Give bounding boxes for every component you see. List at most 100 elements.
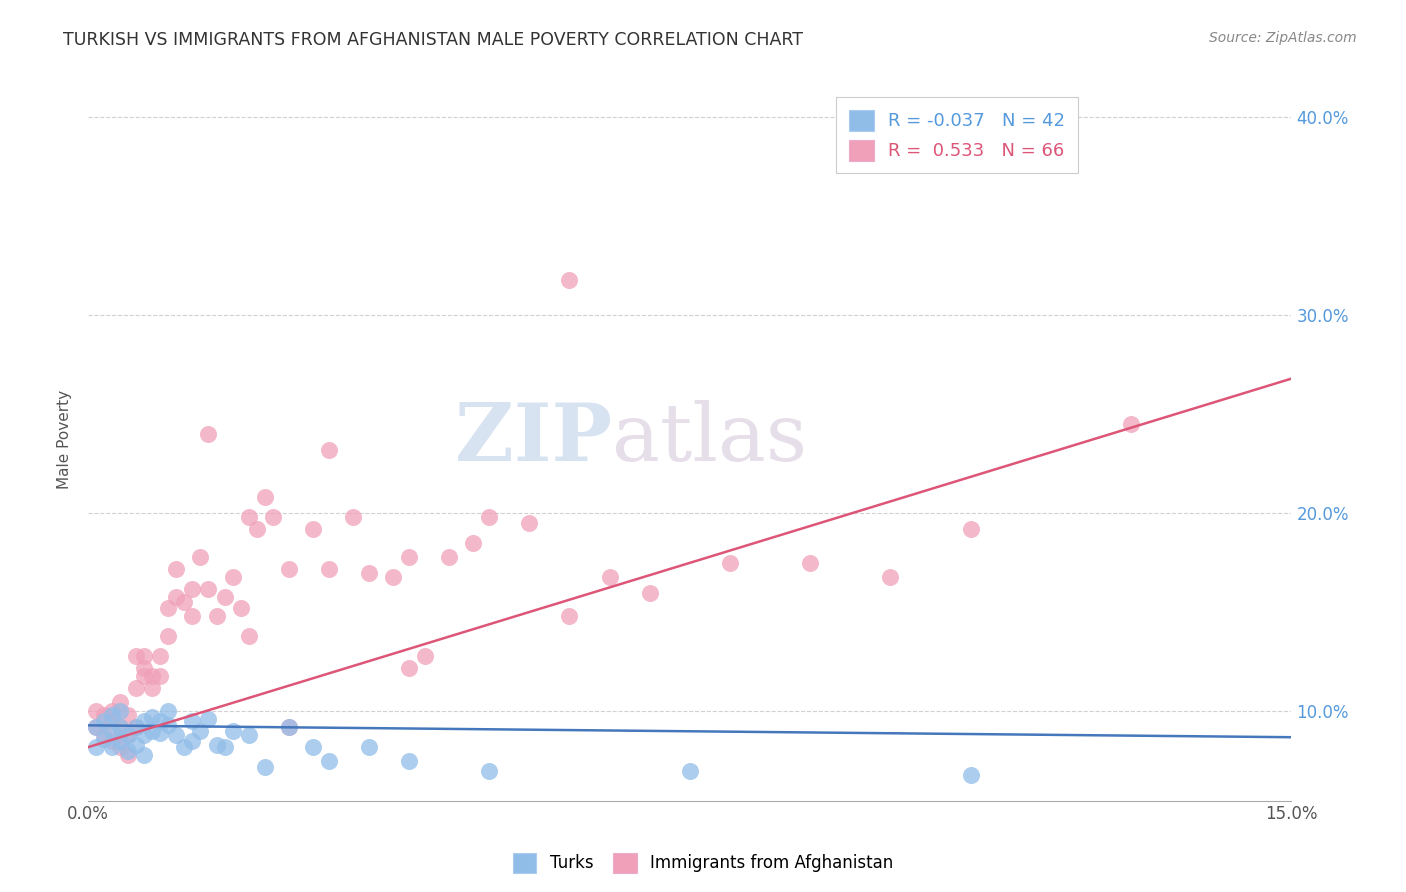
Point	[134, 669, 156, 683]
Legend: R = -0.037   N = 42, R =  0.533   N = 66: R = -0.037 N = 42, R = 0.533 N = 66	[837, 97, 1078, 173]
Point	[437, 549, 460, 564]
Point	[478, 764, 501, 778]
Point	[125, 648, 148, 663]
Point	[318, 562, 340, 576]
Point	[173, 595, 195, 609]
Point	[117, 708, 139, 723]
Point	[149, 669, 172, 683]
Point	[141, 681, 163, 695]
Point	[110, 720, 132, 734]
Point	[157, 629, 180, 643]
Point	[101, 724, 124, 739]
Point	[141, 724, 163, 739]
Point	[157, 601, 180, 615]
Point	[84, 720, 107, 734]
Point	[134, 728, 156, 742]
Point	[558, 609, 581, 624]
Point	[398, 661, 420, 675]
Text: Source: ZipAtlas.com: Source: ZipAtlas.com	[1209, 31, 1357, 45]
Point	[718, 556, 741, 570]
Point	[558, 272, 581, 286]
Point	[149, 726, 172, 740]
Legend: Turks, Immigrants from Afghanistan: Turks, Immigrants from Afghanistan	[506, 847, 900, 880]
Point	[342, 510, 364, 524]
Point	[253, 491, 276, 505]
Point	[221, 570, 243, 584]
Point	[134, 648, 156, 663]
Point	[173, 740, 195, 755]
Point	[197, 582, 219, 596]
Point	[93, 728, 115, 742]
Point	[413, 648, 436, 663]
Point	[141, 669, 163, 683]
Point	[277, 720, 299, 734]
Point	[959, 768, 981, 782]
Point	[357, 740, 380, 755]
Point	[110, 740, 132, 755]
Text: atlas: atlas	[612, 400, 807, 478]
Point	[93, 714, 115, 729]
Point	[101, 734, 124, 748]
Point	[357, 566, 380, 580]
Point	[277, 720, 299, 734]
Point	[117, 744, 139, 758]
Point	[117, 728, 139, 742]
Point	[110, 720, 132, 734]
Point	[318, 442, 340, 457]
Y-axis label: Male Poverty: Male Poverty	[58, 390, 72, 489]
Point	[84, 740, 107, 755]
Point	[301, 740, 323, 755]
Point	[125, 738, 148, 752]
Point	[229, 601, 252, 615]
Point	[205, 609, 228, 624]
Point	[101, 714, 124, 729]
Point	[117, 728, 139, 742]
Point	[879, 570, 901, 584]
Point	[599, 570, 621, 584]
Point	[110, 734, 132, 748]
Point	[165, 590, 187, 604]
Point	[134, 714, 156, 729]
Point	[101, 708, 124, 723]
Point	[165, 562, 187, 576]
Text: ZIP: ZIP	[454, 400, 612, 478]
Point	[478, 510, 501, 524]
Point	[382, 570, 405, 584]
Point	[205, 738, 228, 752]
Point	[125, 720, 148, 734]
Point	[238, 629, 260, 643]
Point	[463, 536, 485, 550]
Text: TURKISH VS IMMIGRANTS FROM AFGHANISTAN MALE POVERTY CORRELATION CHART: TURKISH VS IMMIGRANTS FROM AFGHANISTAN M…	[63, 31, 803, 49]
Point	[181, 734, 204, 748]
Point	[519, 516, 541, 531]
Point	[101, 705, 124, 719]
Point	[238, 728, 260, 742]
Point	[157, 705, 180, 719]
Point	[134, 661, 156, 675]
Point	[93, 708, 115, 723]
Point	[101, 740, 124, 755]
Point	[149, 714, 172, 729]
Point	[157, 718, 180, 732]
Point	[1119, 417, 1142, 432]
Point	[149, 648, 172, 663]
Point	[141, 710, 163, 724]
Point	[679, 764, 702, 778]
Point	[84, 720, 107, 734]
Point	[318, 754, 340, 768]
Point	[959, 522, 981, 536]
Point	[238, 510, 260, 524]
Point	[181, 714, 204, 729]
Point	[398, 549, 420, 564]
Point	[125, 720, 148, 734]
Point	[197, 712, 219, 726]
Point	[181, 582, 204, 596]
Point	[134, 747, 156, 762]
Point	[246, 522, 269, 536]
Point	[110, 694, 132, 708]
Point	[117, 747, 139, 762]
Point	[84, 705, 107, 719]
Point	[214, 590, 236, 604]
Point	[221, 724, 243, 739]
Point	[181, 609, 204, 624]
